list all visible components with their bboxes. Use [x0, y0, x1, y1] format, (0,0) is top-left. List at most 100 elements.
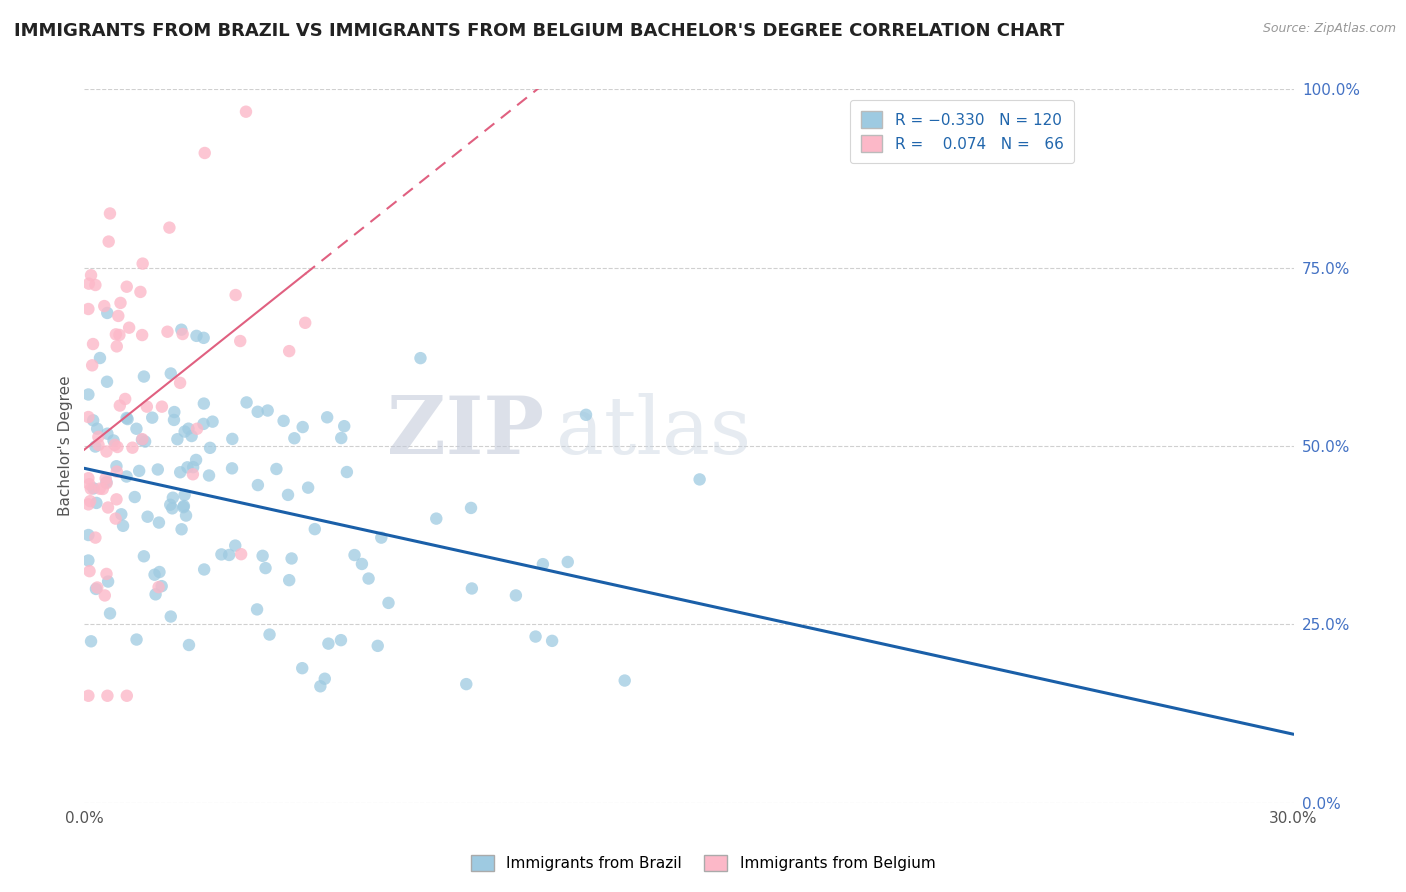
Point [96, 476, 118, 491]
Point [86, 496, 108, 510]
Point [96, 375, 118, 389]
Point [77, 471, 100, 485]
Point [224, 539, 246, 553]
Point [221, 461, 243, 475]
Point [172, 326, 194, 341]
Point [112, 518, 135, 533]
Point [80, 634, 103, 648]
Point [128, 464, 150, 478]
Point [278, 344, 301, 359]
Point [297, 481, 319, 495]
Point [94, 471, 117, 485]
Point [159, 609, 181, 624]
Point [148, 580, 170, 594]
Point [131, 328, 153, 343]
Point [146, 462, 169, 476]
Point [531, 557, 554, 571]
Point [89, 351, 111, 365]
Point [557, 555, 579, 569]
Point [159, 367, 181, 381]
Point [159, 498, 181, 512]
Point [104, 511, 127, 525]
Point [314, 672, 336, 686]
Point [87, 438, 110, 452]
Legend: R = −0.330   N = 120, R =    0.074   N =   66: R = −0.330 N = 120, R = 0.074 N = 66 [851, 101, 1074, 162]
Point [77, 277, 100, 291]
Point [181, 467, 204, 482]
Point [150, 579, 173, 593]
Point [105, 459, 128, 474]
Point [89, 482, 111, 496]
Point [110, 296, 132, 310]
Point [77, 497, 100, 511]
Point [329, 633, 352, 648]
Point [93, 299, 115, 313]
Point [333, 419, 356, 434]
Text: ZIP: ZIP [387, 392, 544, 471]
Point [166, 432, 188, 446]
Point [94, 589, 117, 603]
Point [186, 422, 208, 436]
Point [330, 431, 353, 445]
Point [169, 376, 191, 390]
Point [194, 146, 217, 161]
Point [136, 509, 159, 524]
Text: atlas: atlas [555, 392, 751, 471]
Point [266, 462, 288, 476]
Point [77, 387, 100, 401]
Point [336, 465, 359, 479]
Point [80, 268, 103, 283]
Point [176, 460, 198, 475]
Point [141, 410, 163, 425]
Point [169, 465, 191, 479]
Point [460, 500, 482, 515]
Point [82, 337, 104, 351]
Point [77, 410, 100, 425]
Point [97, 235, 120, 249]
Point [121, 441, 143, 455]
Point [235, 104, 257, 119]
Text: Source: ZipAtlas.com: Source: ZipAtlas.com [1263, 22, 1396, 36]
Point [198, 468, 221, 483]
Point [96, 566, 118, 581]
Point [105, 339, 128, 353]
Point [97, 574, 120, 589]
Point [209, 548, 232, 562]
Point [304, 522, 326, 536]
Point [541, 633, 564, 648]
Point [278, 573, 301, 587]
Point [131, 432, 153, 446]
Point [79, 477, 101, 491]
Point [173, 499, 195, 513]
Point [235, 395, 257, 409]
Point [172, 500, 194, 515]
Point [114, 392, 136, 406]
Point [79, 564, 101, 578]
Point [193, 562, 215, 576]
Point [377, 596, 399, 610]
Point [84, 278, 107, 293]
Point [86, 581, 108, 595]
Point [186, 329, 208, 343]
Point [193, 417, 215, 431]
Point [108, 399, 131, 413]
Point [193, 331, 215, 345]
Point [309, 679, 332, 693]
Point [77, 553, 100, 567]
Point [103, 434, 125, 448]
Point [409, 351, 432, 365]
Point [132, 549, 155, 564]
Point [84, 440, 107, 454]
Point [107, 309, 129, 323]
Point [367, 639, 389, 653]
Point [221, 432, 243, 446]
Point [163, 405, 186, 419]
Point [370, 531, 392, 545]
Point [96, 306, 118, 320]
Point [84, 582, 107, 596]
Point [350, 557, 373, 571]
Point [246, 478, 269, 492]
Point [131, 433, 153, 447]
Point [135, 400, 157, 414]
Point [229, 547, 252, 561]
